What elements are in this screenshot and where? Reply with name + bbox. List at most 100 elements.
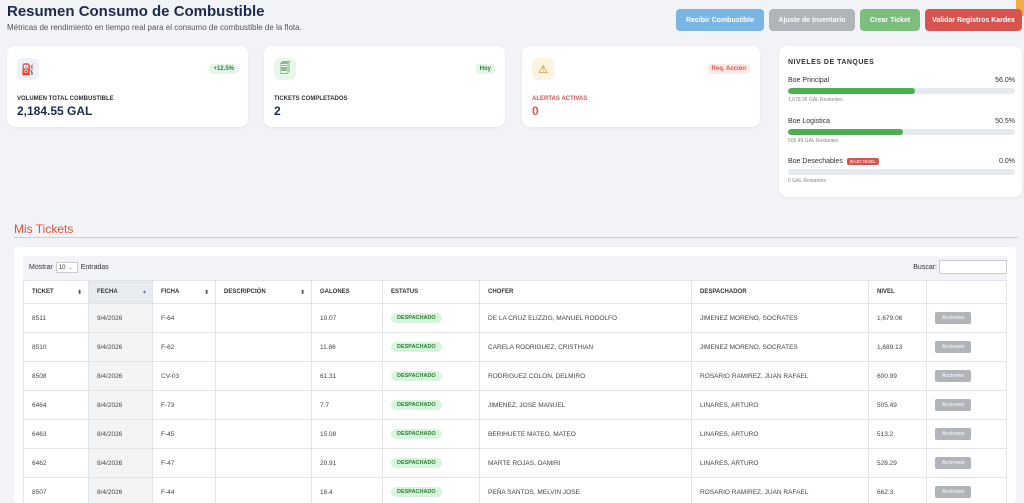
page-title: Resumen Consumo de Combustible (7, 3, 265, 20)
low-level-badge: BAJO NIVEL (846, 158, 879, 165)
tank-remaining: 505.49 GAL Restantes (788, 138, 839, 144)
table-row[interactable]: 8510 9/4/2026 F-62 11.86 DESPACHADO CARELA RO… (23, 332, 1007, 362)
sort-icon: ⬍ (76, 289, 82, 296)
status-badge: DESPACHADO (391, 371, 442, 381)
tank-fill (788, 88, 916, 94)
cell-nivel: 528.29 (868, 448, 927, 478)
cell-galones: 16.4 (311, 477, 383, 503)
cell-nivel: 505.49 (868, 390, 927, 420)
status-badge: DESPACHADO (391, 342, 442, 352)
cell-descripcion (215, 332, 312, 362)
column-header-ficha[interactable]: FICHA ⬍ (152, 280, 216, 304)
page-header: Resumen Consumo de Combustible Métricas … (7, 3, 302, 32)
validate-kardex-button[interactable]: Validar Registros Kardex (925, 9, 1022, 31)
cell-estatus: DESPACHADO (382, 419, 480, 449)
receive-fuel-button[interactable]: Recibir Combustible (676, 9, 764, 31)
cell-actions: Acciones (926, 361, 1007, 391)
cell-despachador: JIMENEZ MORENO, SOCRATES (691, 332, 869, 362)
actions-dropdown-button[interactable]: Acciones (935, 399, 972, 411)
cell-fecha: 8/4/2026 (88, 419, 153, 449)
cell-nivel: 513.2 (868, 419, 927, 449)
cell-descripcion (215, 477, 312, 503)
page-subtitle: Métricas de rendimiento en tiempo real p… (7, 23, 302, 32)
column-header-descripcion[interactable]: DESCRIPCIÓN ⬍ (215, 280, 312, 304)
section-title: Mis Tickets (14, 222, 74, 236)
table-body: 8511 9/4/2026 F-64 10.07 DESPACHADO DE LA CRU… (23, 303, 1007, 503)
cell-galones: 15.08 (311, 419, 383, 449)
cell-fecha: 8/4/2026 (88, 361, 153, 391)
table-row[interactable]: 6462 8/4/2026 F-47 20.91 DESPACHADO MARTE ROJ… (23, 448, 1007, 478)
card-label: ALERTAS ACTIVAS (532, 96, 588, 102)
cell-descripcion (215, 361, 312, 391)
inventory-adjust-button[interactable]: Ajuste de Inventario (769, 9, 855, 31)
cell-galones: 7.7 (311, 390, 383, 420)
cell-fecha: 8/4/2026 (88, 477, 153, 503)
tank-progress-bar (788, 88, 1015, 94)
card-badge: Hoy (475, 64, 495, 74)
cell-ticket: 8508 (23, 361, 89, 391)
column-header-fecha[interactable]: FECHA ▾ (88, 280, 153, 304)
tickets-panel: Mostrar 10 ⌄ Entradas Buscar: TICKET ⬍ FEC… (14, 247, 1016, 503)
status-badge: DESPACHADO (391, 400, 442, 410)
tickets-table: TICKET ⬍ FECHA ▾ FICHA ⬍ DESCRIPCIÓN ⬍ GALON… (23, 280, 1007, 503)
cell-actions: Acciones (926, 303, 1007, 333)
tank-fill (788, 129, 903, 135)
table-controls: Mostrar 10 ⌄ Entradas Buscar: (23, 256, 1007, 280)
sort-icon: ⬍ (299, 289, 305, 296)
cell-despachador: ROSARIO RAMIREZ, JUAN RAFAEL (691, 477, 869, 503)
table-row[interactable]: 6463 8/4/2026 F-45 15.08 DESPACHADO BERIHUETE… (23, 419, 1007, 449)
actions-dropdown-button[interactable]: Acciones (935, 457, 972, 469)
cell-chofer: JIMENEZ, JOSE MANUEL (479, 390, 692, 420)
table-row[interactable]: 8511 9/4/2026 F-64 10.07 DESPACHADO DE LA CRU… (23, 303, 1007, 333)
card-total-volume: ⛽ +12.5% VOLUMEN TOTAL COMBUSTIBLE 2,184… (7, 46, 248, 127)
cell-fecha: 9/4/2026 (88, 303, 153, 333)
cell-despachador: JIMENEZ MORENO, SOCRATES (691, 303, 869, 333)
section-divider (14, 237, 1018, 238)
cell-ficha: F-73 (152, 390, 216, 420)
page-length-select[interactable]: 10 ⌄ (55, 262, 78, 273)
cell-actions: Acciones (926, 419, 1007, 449)
tank-levels-panel: NIVELES DE TANQUES Boe Principal 56.0% 1… (779, 46, 1022, 197)
actions-dropdown-button[interactable]: Acciones (935, 370, 972, 382)
create-ticket-button[interactable]: Crear Ticket (860, 9, 920, 31)
tank-percent: 50.5% (995, 118, 1015, 125)
tank-remaining: 0 GAL Restantes (788, 178, 826, 184)
cell-chofer: BERIHUETE MATEO, MATEO (479, 419, 692, 449)
column-header-estatus[interactable]: ESTATUS (382, 280, 480, 304)
table-row[interactable]: 8507 8/4/2026 F-44 16.4 DESPACHADO PEÑA SANTO… (23, 477, 1007, 503)
table-row[interactable]: 6464 8/4/2026 F-73 7.7 DESPACHADO JIMENEZ, JO… (23, 390, 1007, 420)
status-badge: DESPACHADO (391, 429, 442, 439)
chevron-down-icon: ⌄ (68, 264, 73, 271)
card-tickets-completed: 🗐 Hoy TICKETS COMPLETADOS 2 (264, 46, 505, 127)
tank-percent: 0.0% (999, 158, 1015, 165)
cell-galones: 11.86 (311, 332, 383, 362)
card-label: TICKETS COMPLETADOS (274, 96, 348, 102)
column-header-despachador[interactable]: DESPACHADOR (691, 280, 869, 304)
actions-dropdown-button[interactable]: Acciones (935, 341, 972, 353)
table-row[interactable]: 8508 8/4/2026 CV-03 61.31 DESPACHADO RODRIGUE… (23, 361, 1007, 391)
cell-estatus: DESPACHADO (382, 303, 480, 333)
search-input[interactable] (939, 260, 1007, 274)
page-length-control: Mostrar 10 ⌄ Entradas (29, 262, 109, 273)
column-header-actions (926, 280, 1007, 304)
cell-ficha: F-62 (152, 332, 216, 362)
actions-dropdown-button[interactable]: Acciones (935, 486, 972, 498)
sort-desc-icon: ▾ (142, 289, 146, 296)
cell-fecha: 8/4/2026 (88, 390, 153, 420)
cell-ficha: F-44 (152, 477, 216, 503)
tank-name: Boe Principal (788, 77, 830, 84)
tank-name: Boe Logistica (788, 118, 831, 125)
column-header-galones[interactable]: GALONES (311, 280, 383, 304)
cell-ticket: 6462 (23, 448, 89, 478)
column-header-chofer[interactable]: CHOFER (479, 280, 692, 304)
cell-chofer: MARTE ROJAS, DAMIRI (479, 448, 692, 478)
cell-actions: Acciones (926, 448, 1007, 478)
column-header-nivel[interactable]: NIVEL (868, 280, 927, 304)
cell-ticket: 8511 (23, 303, 89, 333)
actions-dropdown-button[interactable]: Acciones (935, 312, 972, 324)
column-header-ticket[interactable]: TICKET ⬍ (23, 280, 89, 304)
card-value: 0 (532, 104, 539, 118)
card-badge: +12.5% (209, 64, 238, 74)
actions-dropdown-button[interactable]: Acciones (935, 428, 972, 440)
cell-despachador: LINARES, ARTURO (691, 419, 869, 449)
